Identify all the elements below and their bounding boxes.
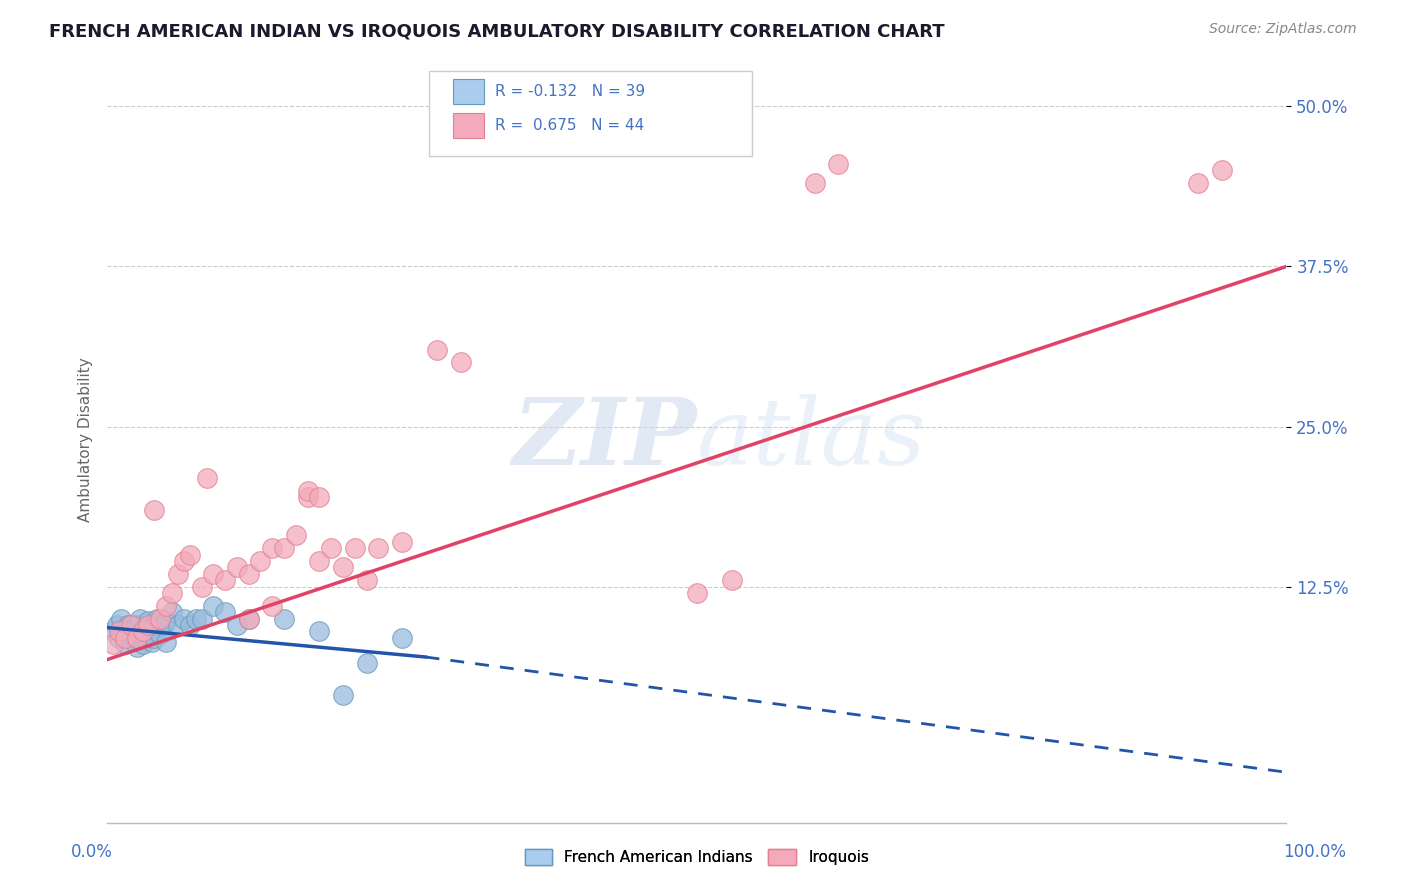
Point xyxy=(214,573,236,587)
Point xyxy=(125,640,148,654)
Point xyxy=(214,605,236,619)
Point xyxy=(332,689,354,703)
Point xyxy=(122,622,145,636)
Point xyxy=(273,611,295,625)
Point xyxy=(450,355,472,369)
Point xyxy=(426,343,449,357)
Point xyxy=(225,618,247,632)
Point xyxy=(160,605,183,619)
Point xyxy=(131,622,153,636)
Point xyxy=(160,586,183,600)
Point xyxy=(686,586,709,600)
Point xyxy=(141,634,163,648)
Point xyxy=(143,631,166,645)
Point xyxy=(356,657,378,671)
Point xyxy=(131,637,153,651)
Point xyxy=(110,611,132,625)
Point xyxy=(284,528,307,542)
Text: R =  0.675   N = 44: R = 0.675 N = 44 xyxy=(495,119,644,133)
Point xyxy=(179,548,201,562)
Point xyxy=(332,560,354,574)
Point xyxy=(190,611,212,625)
Point xyxy=(308,554,330,568)
Point xyxy=(138,618,160,632)
Point xyxy=(155,599,177,613)
Point xyxy=(117,618,139,632)
Point xyxy=(225,560,247,574)
Point xyxy=(238,611,260,625)
Legend: French American Indians, Iroquois: French American Indians, Iroquois xyxy=(519,843,875,871)
Point xyxy=(202,566,225,581)
Point xyxy=(155,614,177,628)
Text: ZIP: ZIP xyxy=(513,394,697,484)
Point xyxy=(129,611,152,625)
Point xyxy=(190,580,212,594)
Point xyxy=(145,611,167,625)
Point xyxy=(179,618,201,632)
Point xyxy=(149,627,172,641)
Point xyxy=(356,573,378,587)
Point xyxy=(143,502,166,516)
Point xyxy=(249,554,271,568)
Point xyxy=(149,611,172,625)
Point xyxy=(120,627,142,641)
Text: R = -0.132   N = 39: R = -0.132 N = 39 xyxy=(495,85,645,99)
Text: 0.0%: 0.0% xyxy=(70,843,112,861)
Text: FRENCH AMERICAN INDIAN VS IROQUOIS AMBULATORY DISABILITY CORRELATION CHART: FRENCH AMERICAN INDIAN VS IROQUOIS AMBUL… xyxy=(49,22,945,40)
Point xyxy=(308,624,330,639)
Point xyxy=(134,631,156,645)
Point xyxy=(238,611,260,625)
Text: Source: ZipAtlas.com: Source: ZipAtlas.com xyxy=(1209,22,1357,37)
Point xyxy=(114,631,136,645)
Point xyxy=(367,541,389,556)
Point xyxy=(803,176,825,190)
Point xyxy=(167,618,190,632)
Point xyxy=(321,541,343,556)
Point xyxy=(721,573,744,587)
Point xyxy=(143,618,166,632)
Point xyxy=(184,611,207,625)
Point xyxy=(138,614,160,628)
Point xyxy=(173,611,195,625)
Point xyxy=(391,534,413,549)
Point xyxy=(827,157,849,171)
Point xyxy=(125,618,148,632)
Text: 100.0%: 100.0% xyxy=(1284,843,1346,861)
Point xyxy=(297,490,319,504)
Point xyxy=(167,566,190,581)
Point xyxy=(262,599,284,613)
Point xyxy=(1211,163,1233,178)
Point xyxy=(343,541,366,556)
Point xyxy=(197,471,219,485)
Point xyxy=(238,566,260,581)
Point xyxy=(155,634,177,648)
Point xyxy=(101,624,124,639)
Y-axis label: Ambulatory Disability: Ambulatory Disability xyxy=(79,357,93,522)
Point xyxy=(202,599,225,613)
Point xyxy=(138,627,160,641)
Point xyxy=(105,618,128,632)
Point xyxy=(262,541,284,556)
Point xyxy=(297,483,319,498)
Point xyxy=(101,637,124,651)
Point xyxy=(131,624,153,639)
Point xyxy=(173,554,195,568)
Point xyxy=(273,541,295,556)
Text: atlas: atlas xyxy=(697,394,927,484)
Point xyxy=(125,631,148,645)
Point xyxy=(1187,176,1209,190)
Point xyxy=(391,631,413,645)
Point xyxy=(114,637,136,651)
Point xyxy=(108,624,131,639)
Point xyxy=(308,490,330,504)
Point xyxy=(120,618,142,632)
Point xyxy=(108,631,131,645)
Point xyxy=(152,618,174,632)
